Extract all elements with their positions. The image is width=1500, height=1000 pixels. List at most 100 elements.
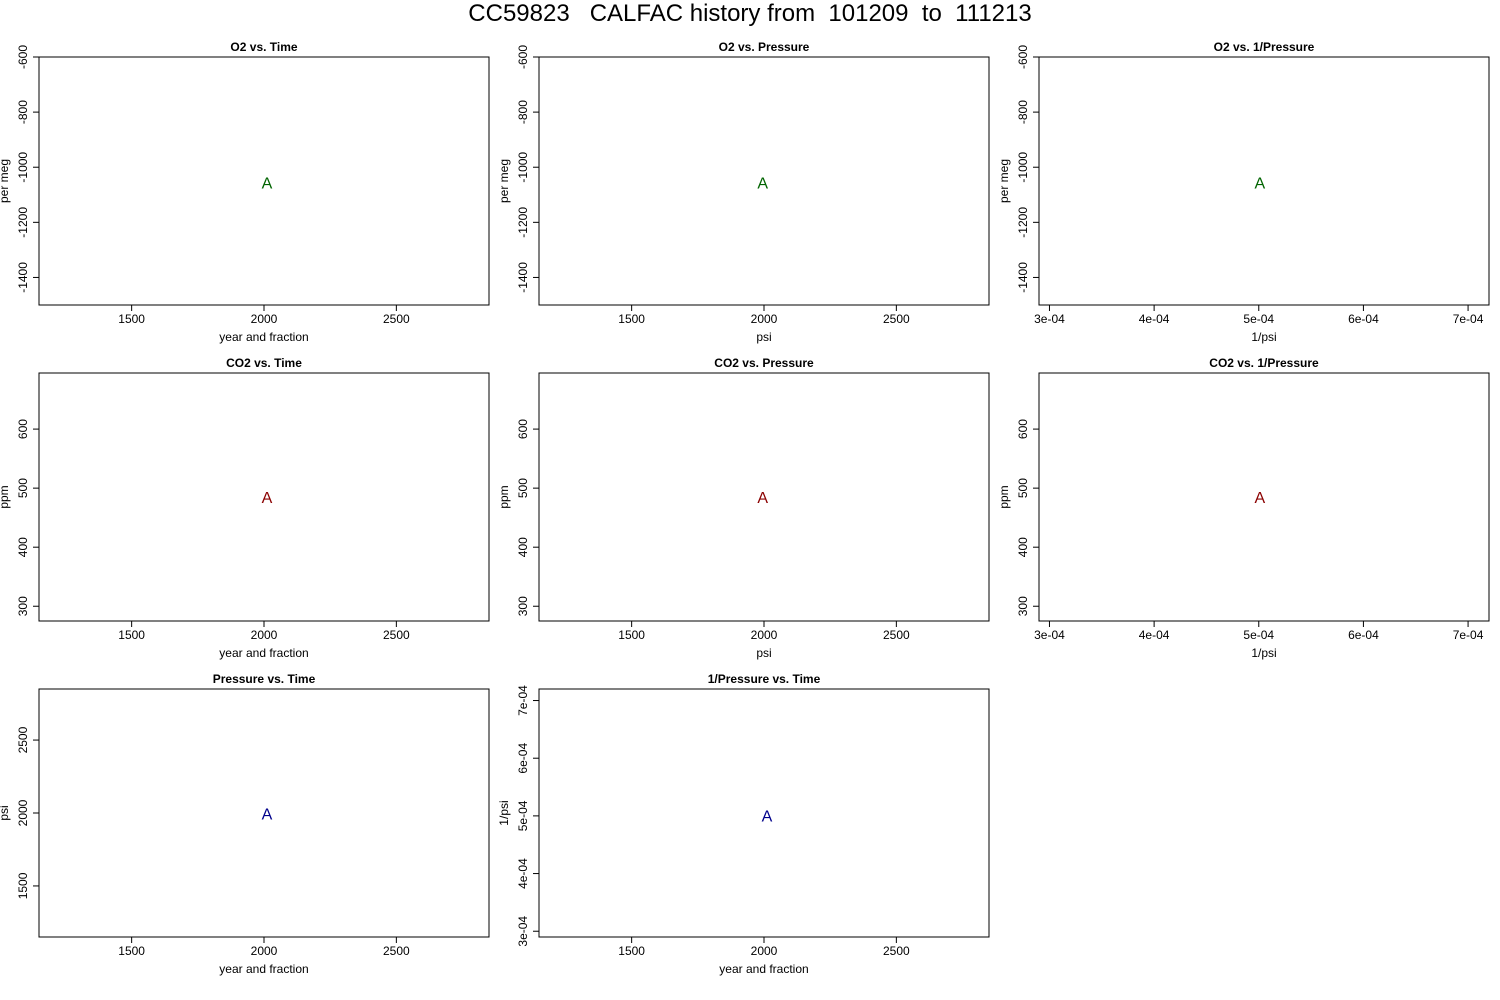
x-tick-label: 1500 — [118, 944, 145, 958]
y-tick-label: 500 — [1016, 478, 1030, 498]
x-tick-label: 2000 — [751, 312, 778, 326]
x-axis-label: year and fraction — [219, 962, 308, 976]
y-tick-label: -1400 — [1016, 262, 1030, 293]
y-axis-label: ppm — [0, 485, 11, 508]
x-axis-label: psi — [756, 646, 771, 660]
data-point: A — [262, 490, 273, 507]
data-point: A — [262, 807, 273, 824]
x-tick-label: 4e-04 — [1139, 628, 1170, 642]
y-tick-label: 600 — [516, 419, 530, 439]
chart-panel: CO2 vs. Time 1500 2000 2500 year and fractio… — [0, 356, 490, 660]
y-tick-label: -1200 — [16, 207, 30, 238]
data-point: A — [1254, 490, 1265, 507]
y-tick-label: 1500 — [16, 872, 30, 899]
x-tick-label: 6e-04 — [1348, 628, 1379, 642]
x-tick-label: 3e-04 — [1034, 628, 1065, 642]
x-tick-label: 2000 — [251, 312, 278, 326]
chart-title: O2 vs. 1/Pressure — [1214, 40, 1315, 54]
x-tick-label: 1500 — [618, 628, 645, 642]
chart-panel: CO2 vs. Pressure 1500 2000 2500 psi 300 400 500… — [497, 356, 990, 660]
y-tick-label: 500 — [516, 478, 530, 498]
x-tick-label: 1500 — [618, 312, 645, 326]
x-tick-label: 4e-04 — [1139, 312, 1170, 326]
y-tick-label: -1400 — [16, 262, 30, 293]
chart-panel: O2 vs. 1/Pressure 3e-04 4e-04 5e-04 6e-04 7e-… — [997, 40, 1490, 344]
y-tick-label: 2000 — [16, 799, 30, 826]
y-tick-label: 600 — [16, 419, 30, 439]
x-tick-label: 6e-04 — [1348, 312, 1379, 326]
y-tick-label: 3e-04 — [516, 916, 530, 947]
x-tick-label: 1500 — [118, 628, 145, 642]
y-tick-label: 300 — [516, 596, 530, 616]
y-tick-label: -1000 — [16, 152, 30, 183]
y-tick-label: -800 — [1016, 100, 1030, 124]
x-axis-label: 1/psi — [1251, 646, 1276, 660]
x-tick-label: 2500 — [383, 944, 410, 958]
x-tick-label: 2500 — [883, 312, 910, 326]
y-tick-label: -1200 — [1016, 207, 1030, 238]
x-tick-label: 2000 — [251, 628, 278, 642]
y-tick-label: -1000 — [516, 152, 530, 183]
chart-panel: O2 vs. Pressure 1500 2000 2500 psi -600 -800 -1… — [497, 40, 990, 344]
y-tick-label: -1000 — [1016, 152, 1030, 183]
y-tick-label: -1200 — [516, 207, 530, 238]
y-tick-label: 4e-04 — [516, 858, 530, 889]
x-tick-label: 2500 — [383, 628, 410, 642]
x-axis-label: psi — [756, 330, 771, 344]
chart-panel: O2 vs. Time 1500 2000 2500 year and fraction… — [0, 40, 490, 344]
data-point: A — [1254, 175, 1265, 192]
x-tick-label: 5e-04 — [1243, 312, 1274, 326]
y-tick-label: 500 — [16, 478, 30, 498]
x-tick-label: 1500 — [618, 944, 645, 958]
y-axis-label: psi — [0, 805, 11, 820]
y-tick-label: -1400 — [516, 262, 530, 293]
chart-title: CO2 vs. Pressure — [714, 356, 814, 370]
y-tick-label: 6e-04 — [516, 743, 530, 774]
page-title: CC59823 CALFAC history from 101209 to 11… — [468, 0, 1032, 27]
chart-title: O2 vs. Pressure — [719, 40, 810, 54]
x-tick-label: 2000 — [751, 628, 778, 642]
y-tick-label: 2500 — [16, 726, 30, 753]
y-tick-label: -600 — [516, 45, 530, 69]
data-point: A — [762, 808, 773, 825]
x-tick-label: 3e-04 — [1034, 312, 1065, 326]
x-axis-label: 1/psi — [1251, 330, 1276, 344]
data-point: A — [757, 490, 768, 507]
x-axis-label: year and fraction — [219, 330, 308, 344]
y-tick-label: 300 — [1016, 596, 1030, 616]
y-tick-label: 7e-04 — [516, 685, 530, 716]
y-axis-label: ppm — [497, 485, 511, 508]
x-tick-label: 5e-04 — [1243, 628, 1274, 642]
data-point: A — [262, 175, 273, 192]
chart-title: 1/Pressure vs. Time — [708, 672, 821, 686]
y-axis-label: ppm — [997, 485, 1011, 508]
y-tick-label: -800 — [516, 100, 530, 124]
x-tick-label: 2500 — [883, 628, 910, 642]
chart-title: Pressure vs. Time — [213, 672, 316, 686]
x-tick-label: 2500 — [383, 312, 410, 326]
chart-title: CO2 vs. Time — [226, 356, 302, 370]
chart-title: CO2 vs. 1/Pressure — [1209, 356, 1319, 370]
x-tick-label: 2000 — [251, 944, 278, 958]
y-tick-label: 5e-04 — [516, 800, 530, 831]
chart-panel: Pressure vs. Time 1500 2000 2500 year and fr… — [0, 672, 490, 976]
y-tick-label: 400 — [16, 537, 30, 557]
y-tick-label: 400 — [1016, 537, 1030, 557]
chart-title: O2 vs. Time — [230, 40, 297, 54]
y-axis-label: per meg — [0, 159, 11, 203]
x-tick-label: 1500 — [118, 312, 145, 326]
y-tick-label: 300 — [16, 596, 30, 616]
y-tick-label: -600 — [16, 45, 30, 69]
y-axis-label: per meg — [497, 159, 511, 203]
y-tick-label: -600 — [1016, 45, 1030, 69]
x-tick-label: 2000 — [751, 944, 778, 958]
x-axis-label: year and fraction — [719, 962, 808, 976]
x-tick-label: 7e-04 — [1453, 628, 1484, 642]
chart-panel: 1/Pressure vs. Time 1500 2000 2500 year and … — [497, 672, 990, 976]
y-tick-label: 400 — [516, 537, 530, 557]
y-axis-label: per meg — [997, 159, 1011, 203]
x-tick-label: 2500 — [883, 944, 910, 958]
y-tick-label: -800 — [16, 100, 30, 124]
data-point: A — [757, 175, 768, 192]
